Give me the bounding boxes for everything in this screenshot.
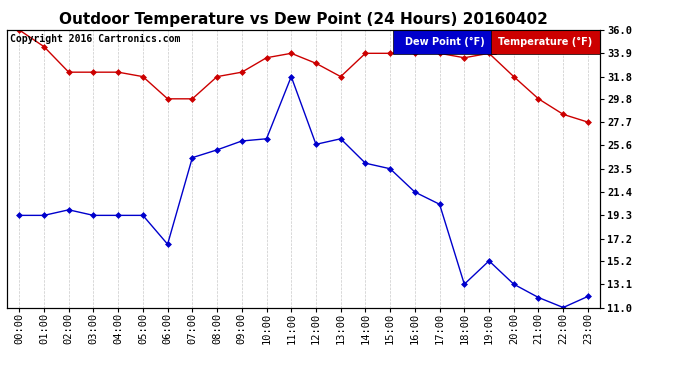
Text: Temperature (°F): Temperature (°F) bbox=[498, 37, 593, 47]
FancyBboxPatch shape bbox=[491, 30, 600, 54]
FancyBboxPatch shape bbox=[393, 30, 497, 54]
Title: Outdoor Temperature vs Dew Point (24 Hours) 20160402: Outdoor Temperature vs Dew Point (24 Hou… bbox=[59, 12, 548, 27]
Text: Copyright 2016 Cartronics.com: Copyright 2016 Cartronics.com bbox=[10, 34, 180, 44]
Text: Dew Point (°F): Dew Point (°F) bbox=[404, 37, 484, 47]
